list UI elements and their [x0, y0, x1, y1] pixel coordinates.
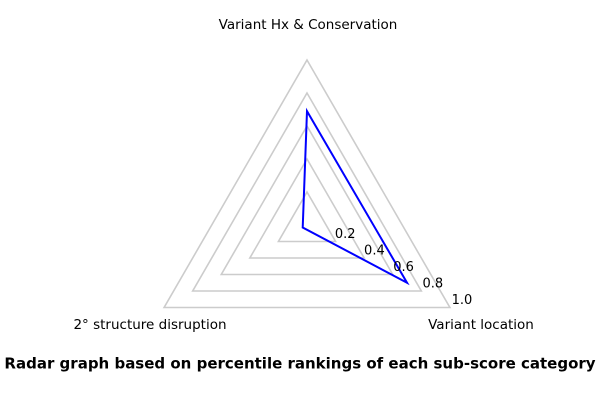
axis-label-variant-hx-conservation: Variant Hx & Conservation — [219, 17, 398, 33]
axis-label-structure-disruption: 2° structure disruption — [73, 317, 226, 333]
tick-label-0.4: 0.4 — [364, 244, 385, 259]
axis-label-variant-location: Variant location — [428, 317, 534, 333]
radar-data-polygon — [301, 107, 410, 286]
figure-caption: Radar graph based on percentile rankings… — [4, 355, 595, 373]
tick-label-1.0: 1.0 — [452, 293, 473, 308]
gridline-0.6 — [219, 124, 395, 276]
gridline-0.2 — [277, 190, 337, 243]
tick-label-0.2: 0.2 — [335, 227, 356, 242]
radar-gridlines — [162, 58, 452, 309]
gridline-0.8 — [191, 91, 423, 292]
radial-tick-labels: 0.2 0.4 0.6 0.8 1.0 — [335, 227, 472, 308]
tick-label-0.6: 0.6 — [393, 260, 414, 275]
tick-label-0.8: 0.8 — [422, 277, 443, 292]
gridline-1.0 — [162, 58, 452, 309]
gridline-0.4 — [248, 157, 366, 259]
